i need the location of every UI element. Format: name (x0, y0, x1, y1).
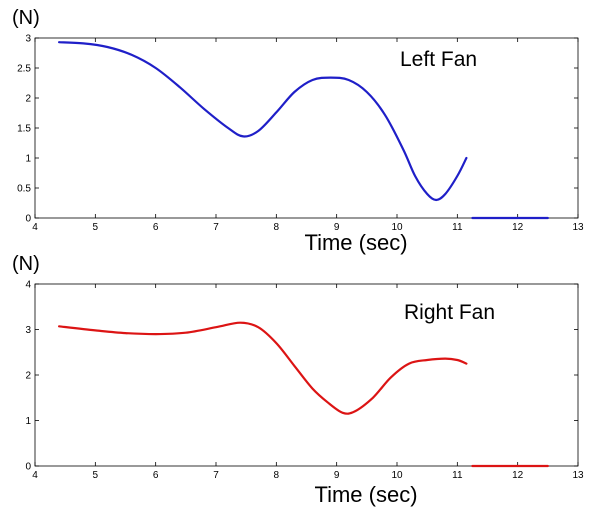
y-tick-label: 0.5 (17, 184, 31, 195)
left-fan-title: Left Fan (400, 48, 477, 71)
plot-frame (34, 283, 579, 467)
right-fan-title: Right Fan (404, 301, 495, 324)
right-fan-y-unit: (N) (12, 253, 40, 275)
y-tick-label: 1.5 (17, 124, 31, 135)
x-tick-label: 5 (93, 470, 99, 481)
y-tick-label: 1 (25, 416, 31, 427)
x-tick-label: 9 (334, 222, 340, 233)
y-tick-label: 3 (25, 325, 31, 336)
x-tick-label: 11 (452, 222, 463, 233)
x-tick-label: 13 (572, 222, 584, 233)
y-tick-label: 3 (25, 34, 31, 45)
series-line-0 (58, 41, 468, 202)
x-tick-label: 9 (334, 470, 340, 481)
y-tick-label: 0 (25, 214, 31, 225)
y-tick-label: 1 (25, 154, 31, 165)
y-tick-label: 2 (25, 371, 31, 382)
series-line-0 (58, 321, 468, 415)
right-fan-x-label: Time (sec) (314, 482, 417, 507)
y-tick-label: 4 (25, 280, 31, 291)
x-tick-label: 12 (512, 470, 524, 481)
left-fan-x-label: Time (sec) (304, 230, 407, 255)
x-tick-label: 5 (93, 222, 99, 233)
x-tick-label: 8 (274, 470, 280, 481)
x-tick-label: 8 (274, 222, 280, 233)
x-tick-label: 7 (213, 470, 219, 481)
y-tick-label: 2.5 (17, 64, 31, 75)
y-tick-label: 2 (25, 94, 31, 105)
x-tick-label: 7 (213, 222, 219, 233)
x-tick-label: 10 (391, 470, 403, 481)
x-tick-label: 11 (452, 470, 463, 481)
x-tick-label: 6 (153, 222, 159, 233)
x-tick-label: 12 (512, 222, 524, 233)
x-tick-label: 6 (153, 470, 159, 481)
x-tick-label: 13 (572, 470, 584, 481)
plot-frame (34, 37, 579, 219)
left-fan-panel: (N) Left Fan Time (sec) 4 5 6 7 8 9 10 11 12 1300… (12, 7, 584, 255)
y-tick-label: 0 (25, 462, 31, 473)
x-tick-label: 10 (391, 222, 403, 233)
x-tick-label: 4 (32, 222, 38, 233)
right-fan-panel: (N) Right Fan Time (sec) 4 5 6 7 8 9 10 11 12 130… (12, 253, 584, 507)
x-tick-label: 4 (32, 470, 38, 481)
left-fan-y-unit: (N) (12, 7, 40, 29)
